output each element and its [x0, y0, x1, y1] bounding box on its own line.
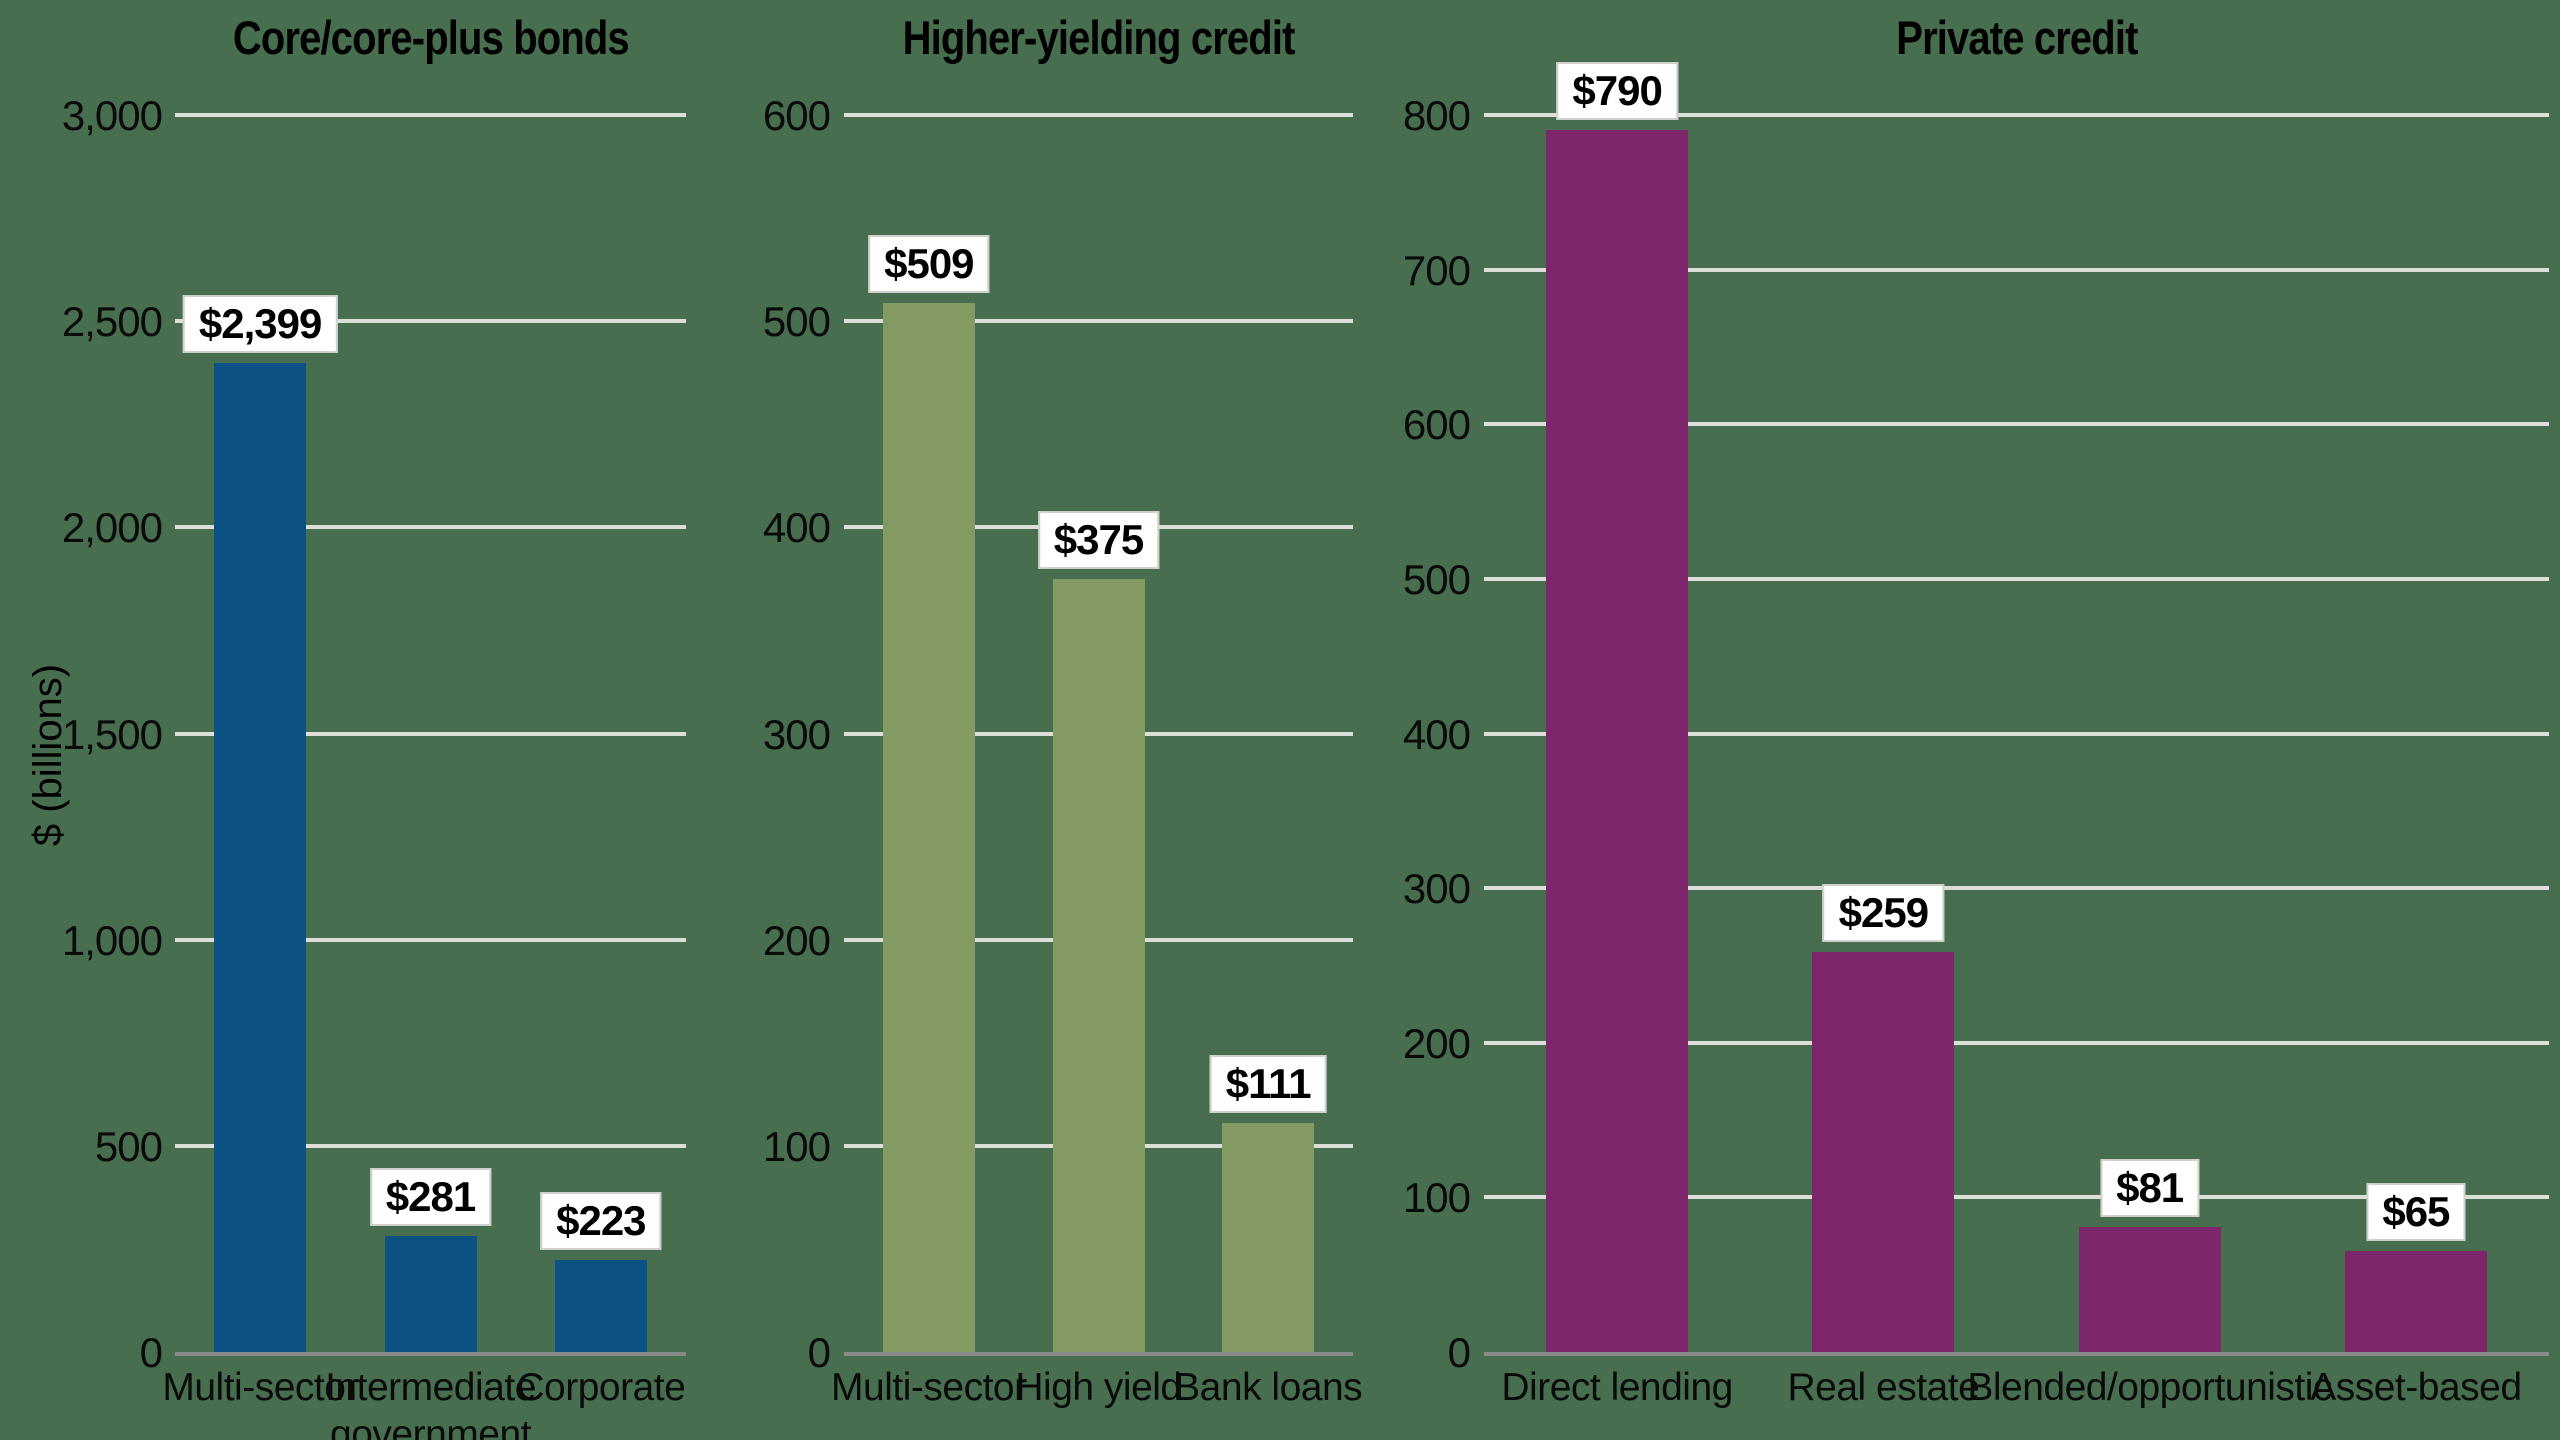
value-label: $65	[2366, 1183, 2466, 1242]
y-tick-label: 500	[762, 298, 831, 346]
y-tick-label: 3,000	[61, 92, 163, 139]
x-tick-label-line: Intermediate	[325, 1366, 536, 1409]
y-tick-label: 2,000	[61, 504, 163, 552]
gridline	[1484, 1040, 2549, 1045]
y-axis-title: $ (billions)	[26, 663, 70, 847]
x-tick-label: Bank loans	[1174, 1366, 1363, 1409]
y-tick-label: 500	[94, 1122, 163, 1170]
gridline	[175, 113, 686, 117]
gridline	[175, 1143, 686, 1148]
gridline	[1484, 1195, 2549, 1200]
x-tick-label: Asset-based	[2310, 1366, 2522, 1409]
gridline	[175, 319, 686, 324]
gridline	[1484, 113, 2549, 117]
y-tick-label: 400	[1402, 710, 1471, 758]
panel-title-text: Higher-yielding credit	[902, 11, 1296, 64]
bar	[1546, 130, 1689, 1352]
x-axis-line	[1484, 1352, 2549, 1356]
y-tick-label: 0	[139, 1329, 163, 1376]
gridline	[844, 113, 1353, 117]
bar	[1812, 951, 1955, 1352]
gridline	[844, 319, 1353, 324]
panel-title-text: Core/core-plus bonds	[232, 11, 630, 64]
bar	[1052, 578, 1145, 1352]
value-label: $281	[369, 1168, 492, 1227]
x-tick-label: Real estate	[1787, 1366, 1980, 1409]
bar	[2078, 1226, 2221, 1352]
y-tick-label: 1,000	[61, 916, 163, 964]
y-tick-label: 200	[762, 916, 831, 964]
gridline	[175, 525, 686, 530]
y-tick-label: 700	[1402, 246, 1471, 294]
gridline	[175, 937, 686, 942]
value-label: $2,399	[182, 294, 338, 353]
y-tick-label: 0	[807, 1329, 831, 1376]
panel-title: Core/core-plus bonds	[0, 10, 1031, 66]
gridline	[175, 731, 686, 736]
gridline	[1484, 886, 2549, 891]
y-tick-label: 300	[762, 710, 831, 758]
value-label: $375	[1037, 510, 1160, 569]
x-tick-label: Intermediate government	[201, 1364, 661, 1440]
y-tick-label: 0	[1447, 1329, 1471, 1376]
panel-title-text: Private credit	[1895, 11, 2138, 64]
bar	[554, 1260, 647, 1352]
gridline	[1484, 576, 2549, 581]
value-label: $223	[540, 1192, 662, 1251]
bar	[882, 302, 975, 1352]
value-label: $81	[2100, 1158, 2200, 1217]
bar	[2344, 1251, 2487, 1352]
x-tick-label: High yield	[1015, 1366, 1182, 1409]
bar	[1222, 1123, 1315, 1352]
x-axis-line	[175, 1352, 686, 1356]
gridline	[1484, 267, 2549, 272]
x-tick-label: Corporate	[516, 1366, 686, 1409]
x-tick-label: Direct lending	[1501, 1366, 1733, 1409]
x-tick-label: Multi-sector	[831, 1366, 1027, 1409]
y-tick-label: 200	[1402, 1019, 1471, 1067]
bar	[214, 362, 307, 1352]
x-tick-label: Multi-sector	[162, 1366, 358, 1409]
value-label: $790	[1556, 62, 1678, 121]
y-tick-label: 800	[1402, 92, 1471, 139]
x-tick-label: Blended/opportunistic	[1967, 1366, 2332, 1409]
value-label: $509	[868, 234, 990, 293]
y-tick-label: 600	[1402, 401, 1471, 449]
value-label: $259	[1822, 883, 1945, 942]
panel-title: Private credit	[1417, 10, 2560, 66]
bar	[384, 1236, 477, 1352]
y-tick-label: 600	[762, 92, 831, 139]
gridline	[1484, 422, 2549, 427]
y-tick-label: 1,500	[61, 710, 163, 758]
y-tick-label: 100	[1402, 1174, 1471, 1222]
y-tick-label: 2,500	[61, 298, 163, 346]
x-axis-line	[844, 1352, 1353, 1356]
y-tick-label: 100	[762, 1122, 831, 1170]
y-tick-label: 300	[1402, 865, 1471, 913]
gridline	[1484, 731, 2549, 736]
x-tick-label-line: government	[330, 1413, 531, 1440]
y-tick-label: 500	[1402, 555, 1471, 603]
value-label: $111	[1209, 1055, 1327, 1114]
y-tick-label: 400	[762, 504, 831, 552]
panel-title: Higher-yielding credit	[499, 10, 1699, 66]
